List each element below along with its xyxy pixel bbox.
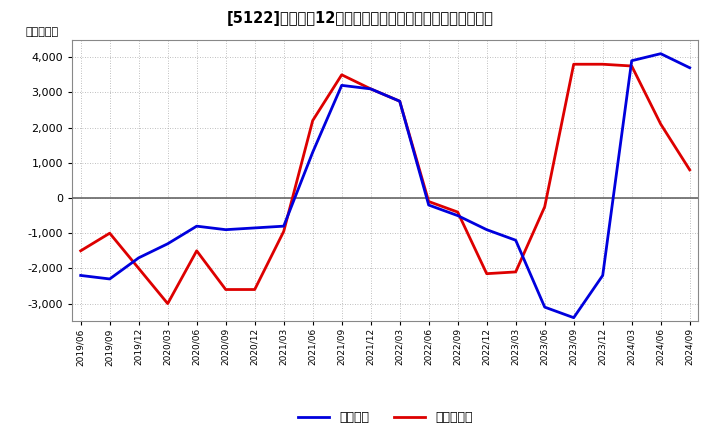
当期純利益 bbox=[338, 72, 346, 77]
当期純利益 bbox=[424, 199, 433, 204]
当期純利益 bbox=[105, 231, 114, 236]
Line: 当期純利益: 当期純利益 bbox=[81, 64, 690, 304]
経常利益 bbox=[570, 315, 578, 320]
当期純利益 bbox=[627, 63, 636, 69]
当期純利益 bbox=[135, 266, 143, 271]
経常利益 bbox=[221, 227, 230, 232]
Text: [5122]　利益だ12か月移動合計の対前年同期増減額の推移: [5122] 利益だ12か月移動合計の対前年同期増減額の推移 bbox=[227, 11, 493, 26]
当期純利益 bbox=[541, 204, 549, 209]
当期純利益 bbox=[251, 287, 259, 292]
当期純利益 bbox=[192, 248, 201, 253]
経常利益 bbox=[308, 150, 317, 155]
当期純利益 bbox=[570, 62, 578, 67]
経常利益 bbox=[251, 225, 259, 231]
経常利益 bbox=[366, 86, 375, 92]
経常利益 bbox=[424, 202, 433, 208]
当期純利益 bbox=[221, 287, 230, 292]
当期純利益 bbox=[279, 229, 288, 234]
当期純利益 bbox=[511, 269, 520, 275]
経常利益 bbox=[395, 99, 404, 104]
当期純利益 bbox=[76, 248, 85, 253]
経常利益 bbox=[541, 304, 549, 310]
経常利益 bbox=[598, 273, 607, 278]
当期純利益 bbox=[454, 209, 462, 215]
経常利益 bbox=[76, 273, 85, 278]
当期純利益 bbox=[685, 167, 694, 172]
当期純利益 bbox=[163, 301, 172, 306]
当期純利益 bbox=[308, 118, 317, 123]
Text: （百万円）: （百万円） bbox=[25, 27, 58, 37]
経常利益 bbox=[482, 227, 491, 232]
Legend: 経常利益, 当期純利益: 経常利益, 当期純利益 bbox=[293, 406, 477, 429]
当期純利益 bbox=[366, 86, 375, 92]
Line: 経常利益: 経常利益 bbox=[81, 54, 690, 318]
経常利益 bbox=[279, 224, 288, 229]
経常利益 bbox=[627, 58, 636, 63]
経常利益 bbox=[192, 224, 201, 229]
経常利益 bbox=[163, 241, 172, 246]
経常利益 bbox=[511, 238, 520, 243]
経常利益 bbox=[454, 213, 462, 218]
経常利益 bbox=[657, 51, 665, 56]
当期純利益 bbox=[395, 99, 404, 104]
経常利益 bbox=[685, 65, 694, 70]
当期純利益 bbox=[598, 62, 607, 67]
当期純利益 bbox=[657, 121, 665, 127]
経常利益 bbox=[338, 83, 346, 88]
経常利益 bbox=[135, 255, 143, 260]
経常利益 bbox=[105, 276, 114, 282]
当期純利益 bbox=[482, 271, 491, 276]
